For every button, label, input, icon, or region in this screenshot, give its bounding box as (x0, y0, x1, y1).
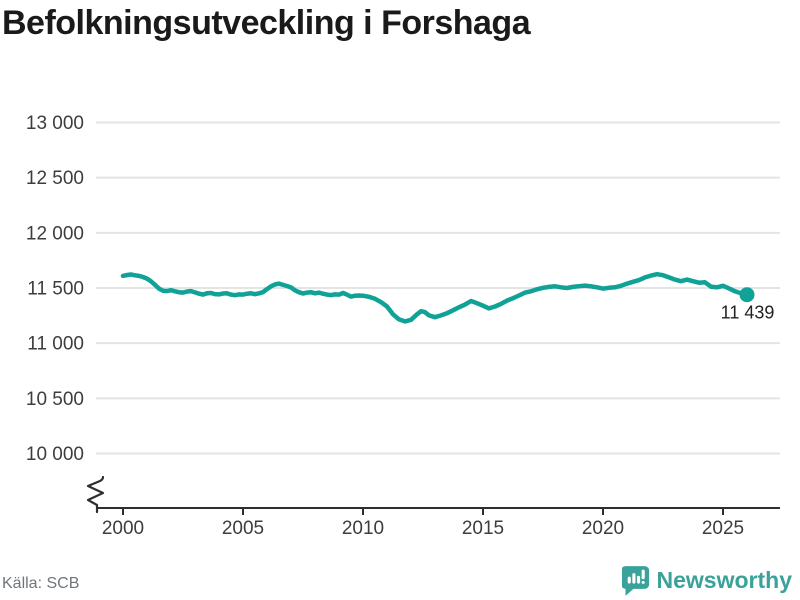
newsworthy-bubble-barchart-icon (621, 564, 650, 597)
newsworthy-wordmark: Newsworthy (656, 566, 792, 593)
x-tick-label: 2015 (462, 518, 504, 539)
end-point-dot (739, 287, 755, 303)
y-tick-label: 11 500 (27, 279, 84, 300)
newsworthy-logo[interactable]: Newsworthy (621, 563, 792, 597)
y-tick-label: 12 500 (26, 168, 84, 189)
y-axis-break-icon (86, 475, 105, 514)
x-tick-label: 2010 (342, 518, 384, 539)
y-tick-label: 12 000 (26, 223, 84, 244)
y-tick-label: 13 000 (26, 113, 84, 134)
y-tick-label: 11 000 (27, 334, 84, 355)
source-attribution: Källa: SCB (2, 575, 80, 592)
x-tick-label: 2005 (222, 518, 264, 539)
x-tick-label: 2020 (582, 518, 624, 539)
end-point-value-label: 11 439 (721, 303, 775, 323)
chart-title: Befolkningsutveckling i Forshaga (2, 4, 531, 42)
x-tick-label: 2000 (102, 518, 144, 539)
y-tick-label: 10 000 (26, 444, 84, 465)
x-tick-label: 2025 (702, 518, 744, 539)
population-line (120, 271, 750, 324)
y-tick-label: 10 500 (26, 389, 84, 410)
